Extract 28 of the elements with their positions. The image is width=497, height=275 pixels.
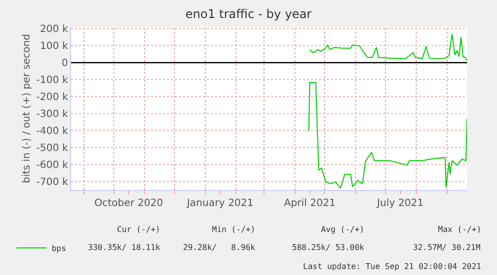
text: 330.35k/ 18.11k — [88, 243, 160, 252]
text: Cur (-/+) — [117, 225, 160, 234]
y-tick-label: 100 k — [40, 41, 68, 52]
chart-title: eno1 traffic - by year — [185, 7, 312, 22]
text: Last update: Tue Sep 21 02:00:04 2021 — [303, 262, 482, 271]
y-tick-label: 200 k — [40, 24, 68, 36]
text: Avg (-/+) — [321, 225, 364, 234]
x-tick-label: October 2020 — [94, 198, 164, 209]
y-tick-label: -200 k — [36, 92, 68, 104]
y-axis-title: bits in (-) / out (+) per second — [21, 34, 32, 184]
legend-label: bps — [52, 244, 66, 253]
line-series — [309, 34, 467, 62]
text: Max (-/+) — [438, 225, 482, 234]
text: 29.28k/ 8.96k — [183, 243, 256, 252]
y-tick-label: -500 k — [36, 143, 68, 154]
y-tick-label: 0 — [62, 58, 68, 70]
x-tick-label: April 2021 — [284, 198, 336, 209]
y-tick-label: -400 k — [36, 126, 68, 138]
text: 32.57M/ 30.21M — [413, 243, 481, 252]
y-tick-label: -300 k — [36, 109, 68, 120]
text: 588.25k/ 53.00k — [292, 243, 364, 252]
y-tick-label: -700 k — [36, 177, 68, 188]
x-tick-label: July 2021 — [376, 198, 424, 209]
y-tick-label: -100 k — [36, 75, 68, 86]
x-tick-label: January 2021 — [186, 198, 254, 209]
y-tick-label: -600 k — [36, 160, 68, 172]
text: Min (-/+) — [212, 225, 256, 234]
line-series — [308, 82, 467, 189]
